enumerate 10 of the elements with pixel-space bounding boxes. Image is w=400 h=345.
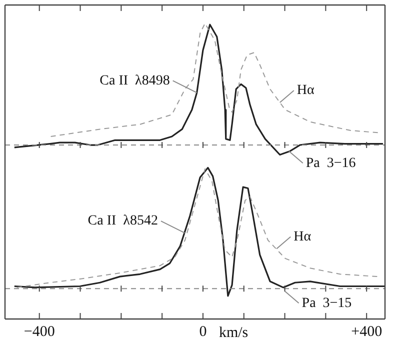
annotation: Hα — [294, 229, 312, 244]
annotation: Ca II λ8498 — [100, 73, 170, 88]
x-tick-label: 0 — [199, 324, 207, 340]
x-tick-label: −400 — [24, 324, 55, 340]
x-axis-title: km/s — [218, 324, 248, 341]
x-tick-label: +400 — [351, 324, 382, 340]
annotation: Pa 3−16 — [306, 156, 356, 171]
annotation: Ca II λ8542 — [88, 214, 158, 229]
annotation: Hα — [296, 83, 315, 98]
annotation: Pa 3−15 — [302, 296, 352, 311]
